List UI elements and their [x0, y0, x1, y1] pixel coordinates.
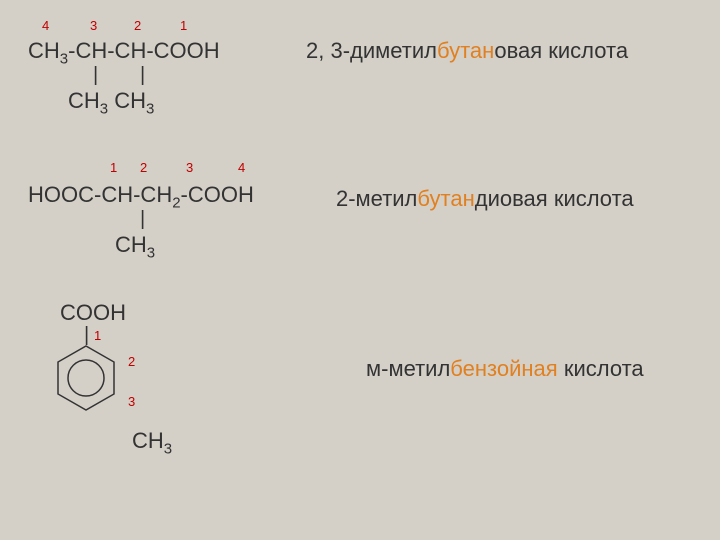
compound-name: 2-метилбутандиовая кислота	[336, 186, 634, 212]
carbon-number: 1	[180, 18, 187, 33]
bond-vertical: |	[140, 208, 145, 231]
formula-main-chain: CH3-CH-CH-COOH	[28, 38, 220, 67]
formula-cooh: COOH	[60, 300, 126, 326]
ring-position-number: 3	[128, 394, 135, 409]
compound-name: 2, 3-диметилбутановая кислота	[306, 38, 628, 64]
carbon-number: 1	[110, 160, 117, 175]
ring-position-number: 2	[128, 354, 135, 369]
bond-vertical: |	[93, 64, 98, 87]
carbon-number: 3	[186, 160, 193, 175]
benzene-ring-icon	[54, 342, 118, 414]
formula-branch: CH3	[132, 428, 172, 457]
carbon-number: 4	[238, 160, 245, 175]
formula-branch: CH3	[115, 232, 155, 261]
bond-vertical: |	[140, 64, 145, 87]
compound-name: м-метилбензойная кислота	[366, 356, 644, 382]
carbon-number: 2	[140, 160, 147, 175]
carbon-number: 2	[134, 18, 141, 33]
formula-main-chain: HOOC-CH-CH2-COOH	[28, 182, 254, 211]
carbon-number: 4	[42, 18, 49, 33]
carbon-number: 3	[90, 18, 97, 33]
ring-position-number: 1	[94, 328, 101, 343]
formula-branch: CH3 CH3	[68, 88, 154, 117]
